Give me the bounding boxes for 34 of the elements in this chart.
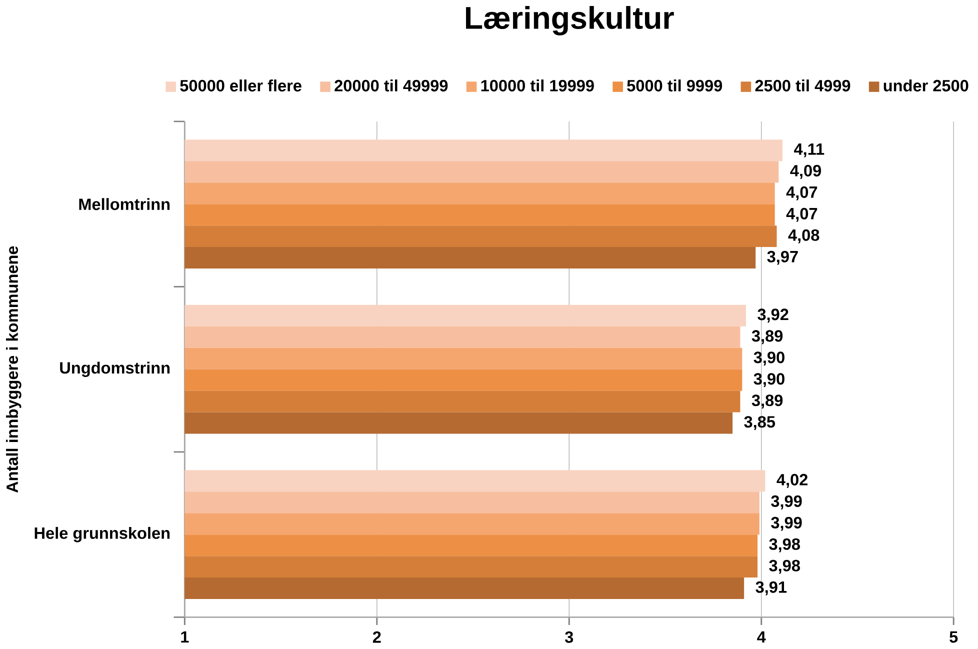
data-label: 3,99	[771, 495, 802, 510]
data-label: 4,07	[786, 208, 818, 222]
chart-title: Læringskultur	[466, 6, 674, 36]
y-tick-label: Hele grunnskolen	[34, 526, 170, 542]
data-label: 4,07	[786, 186, 818, 200]
legend-label: 2500 til 4999	[755, 80, 850, 92]
data-label: 3,92	[758, 308, 788, 323]
data-label: 3,85	[744, 416, 776, 430]
data-label: 3,98	[769, 538, 800, 552]
data-label: 4,08	[788, 229, 820, 244]
y-tick-label: Ungdomstrinn	[60, 362, 170, 378]
data-label: 3,90	[754, 373, 784, 388]
data-label: 3,97	[767, 250, 798, 265]
data-label: 4,09	[790, 164, 822, 179]
y-tick-label: Mellomtrinn	[79, 198, 170, 210]
legend-label: 5000 til 9999	[627, 80, 722, 92]
x-tick-label: 1	[181, 631, 189, 643]
data-label: 3,89	[752, 330, 783, 344]
legend-label: 20000 til 49999	[334, 80, 448, 92]
data-label: 4,02	[776, 474, 808, 488]
x-tick-label: 2	[372, 631, 381, 643]
data-label: 4,11	[794, 144, 824, 158]
data-label: 3,90	[754, 352, 784, 366]
data-label: 3,89	[752, 394, 783, 409]
legend-label: under 2500	[884, 80, 968, 92]
y-axis-title: Antall innbyggere i kommunene	[6, 246, 22, 493]
legend-label: 50000 eller flere	[180, 80, 302, 92]
data-label: 3,91	[756, 581, 787, 596]
x-tick-label: 4	[757, 631, 766, 643]
x-tick-label: 5	[950, 631, 958, 643]
data-label: 3,98	[769, 560, 800, 574]
x-tick-label: 3	[564, 631, 574, 643]
data-label: 3,99	[771, 516, 802, 531]
legend-label: 10000 til 19999	[481, 80, 594, 92]
